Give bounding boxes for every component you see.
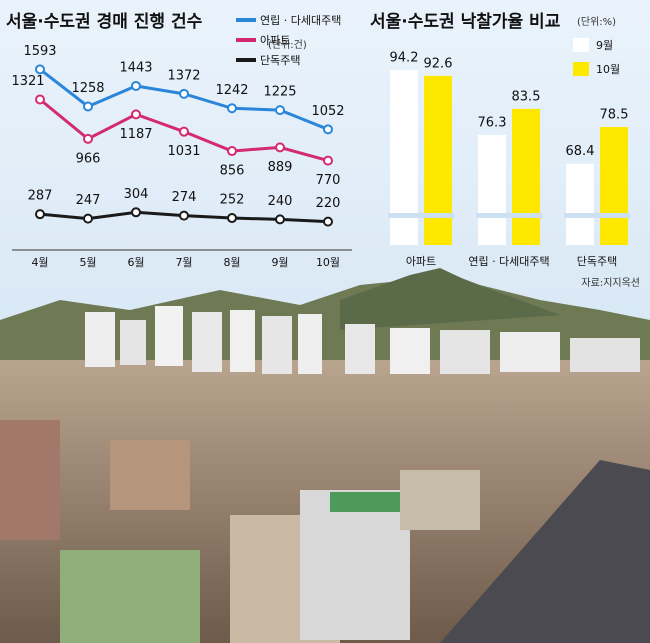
bar bbox=[478, 135, 506, 245]
data-label: 1052 bbox=[311, 104, 344, 119]
x-tick-label: 아파트 bbox=[406, 255, 436, 268]
x-tick-label: 6월 bbox=[127, 256, 144, 269]
point bbox=[35, 209, 45, 220]
point bbox=[323, 216, 333, 227]
unit: (단위:%) bbox=[577, 15, 616, 28]
data-label: 76.3 bbox=[478, 116, 507, 131]
line-chart: 서울·수도권 경매 진행 건수 (단위:건) bbox=[6, 12, 307, 51]
data-label: 92.6 bbox=[424, 56, 453, 71]
point bbox=[83, 133, 93, 144]
x-tick-label: 7월 bbox=[175, 256, 192, 269]
x-tick-label: 10월 bbox=[316, 256, 340, 269]
point bbox=[131, 207, 141, 218]
point bbox=[131, 80, 141, 91]
point bbox=[131, 109, 141, 120]
data-label: 770 bbox=[316, 173, 341, 188]
data-label: 68.4 bbox=[566, 144, 595, 159]
point bbox=[35, 94, 45, 105]
x-tick-label: 9월 bbox=[271, 256, 288, 269]
legend-swatch bbox=[573, 62, 589, 76]
x-tick-label: 단독주택 bbox=[577, 255, 617, 268]
bar bbox=[390, 70, 418, 245]
legend-label: 9월 bbox=[596, 39, 613, 52]
point bbox=[323, 155, 333, 166]
point bbox=[275, 105, 285, 116]
point bbox=[35, 64, 45, 75]
point bbox=[227, 103, 237, 114]
unit: (단위:건) bbox=[268, 38, 307, 51]
x-tick-label: 8월 bbox=[223, 256, 240, 269]
data-label: 1225 bbox=[263, 85, 296, 100]
bar-chart: 서울·수도권 낙찰가율 비교 (단위:%) 자료:지지옥션 bbox=[370, 12, 640, 289]
data-label: 1187 bbox=[119, 127, 152, 142]
photo bbox=[0, 268, 650, 643]
bar bbox=[424, 75, 452, 246]
data-label: 78.5 bbox=[600, 108, 629, 123]
data-label: 856 bbox=[220, 164, 245, 179]
source: 자료:지지옥션 bbox=[581, 277, 640, 289]
axis-break bbox=[564, 213, 630, 218]
data-label: 304 bbox=[124, 187, 149, 202]
data-label: 966 bbox=[76, 151, 101, 166]
axis-break bbox=[476, 213, 542, 218]
data-label: 220 bbox=[316, 196, 341, 211]
point bbox=[275, 142, 285, 153]
legend-label: 연립 · 다세대주택 bbox=[260, 14, 341, 27]
bar bbox=[566, 163, 594, 245]
axis-break bbox=[388, 213, 454, 218]
point bbox=[83, 213, 93, 224]
legend-label: 아파트 bbox=[260, 34, 290, 47]
x-tick-label: 연립 · 다세대주택 bbox=[468, 255, 549, 268]
point bbox=[227, 213, 237, 224]
legend-swatch bbox=[573, 38, 589, 52]
data-label: 240 bbox=[268, 194, 293, 209]
data-label: 889 bbox=[268, 160, 293, 175]
data-label: 1372 bbox=[167, 68, 200, 83]
data-label: 1031 bbox=[167, 144, 200, 159]
point bbox=[83, 101, 93, 112]
data-label: 1443 bbox=[119, 60, 152, 75]
data-label: 252 bbox=[220, 193, 245, 208]
data-label: 94.2 bbox=[390, 51, 419, 66]
chart-title: 서울·수도권 경매 진행 건수 bbox=[6, 12, 203, 32]
data-label: 1242 bbox=[215, 83, 248, 98]
data-label: 83.5 bbox=[512, 89, 541, 104]
point bbox=[179, 126, 189, 137]
data-label: 1258 bbox=[71, 81, 104, 96]
data-label: 287 bbox=[28, 189, 53, 204]
point bbox=[227, 146, 237, 157]
point bbox=[323, 124, 333, 135]
bar bbox=[512, 108, 540, 245]
x-tick-label: 4월 bbox=[31, 256, 48, 269]
chart-title: 서울·수도권 낙찰가율 비교 bbox=[370, 12, 561, 32]
data-label: 1593 bbox=[23, 44, 56, 59]
bar bbox=[600, 127, 628, 245]
data-label: 1321 bbox=[11, 74, 44, 89]
x-tick-label: 5월 bbox=[79, 256, 96, 269]
data-label: 247 bbox=[76, 193, 101, 208]
data-label: 274 bbox=[172, 190, 197, 205]
point bbox=[179, 88, 189, 99]
legend-label: 단독주택 bbox=[260, 54, 300, 67]
point bbox=[179, 210, 189, 221]
point bbox=[275, 214, 285, 225]
legend-label: 10월 bbox=[596, 63, 620, 76]
